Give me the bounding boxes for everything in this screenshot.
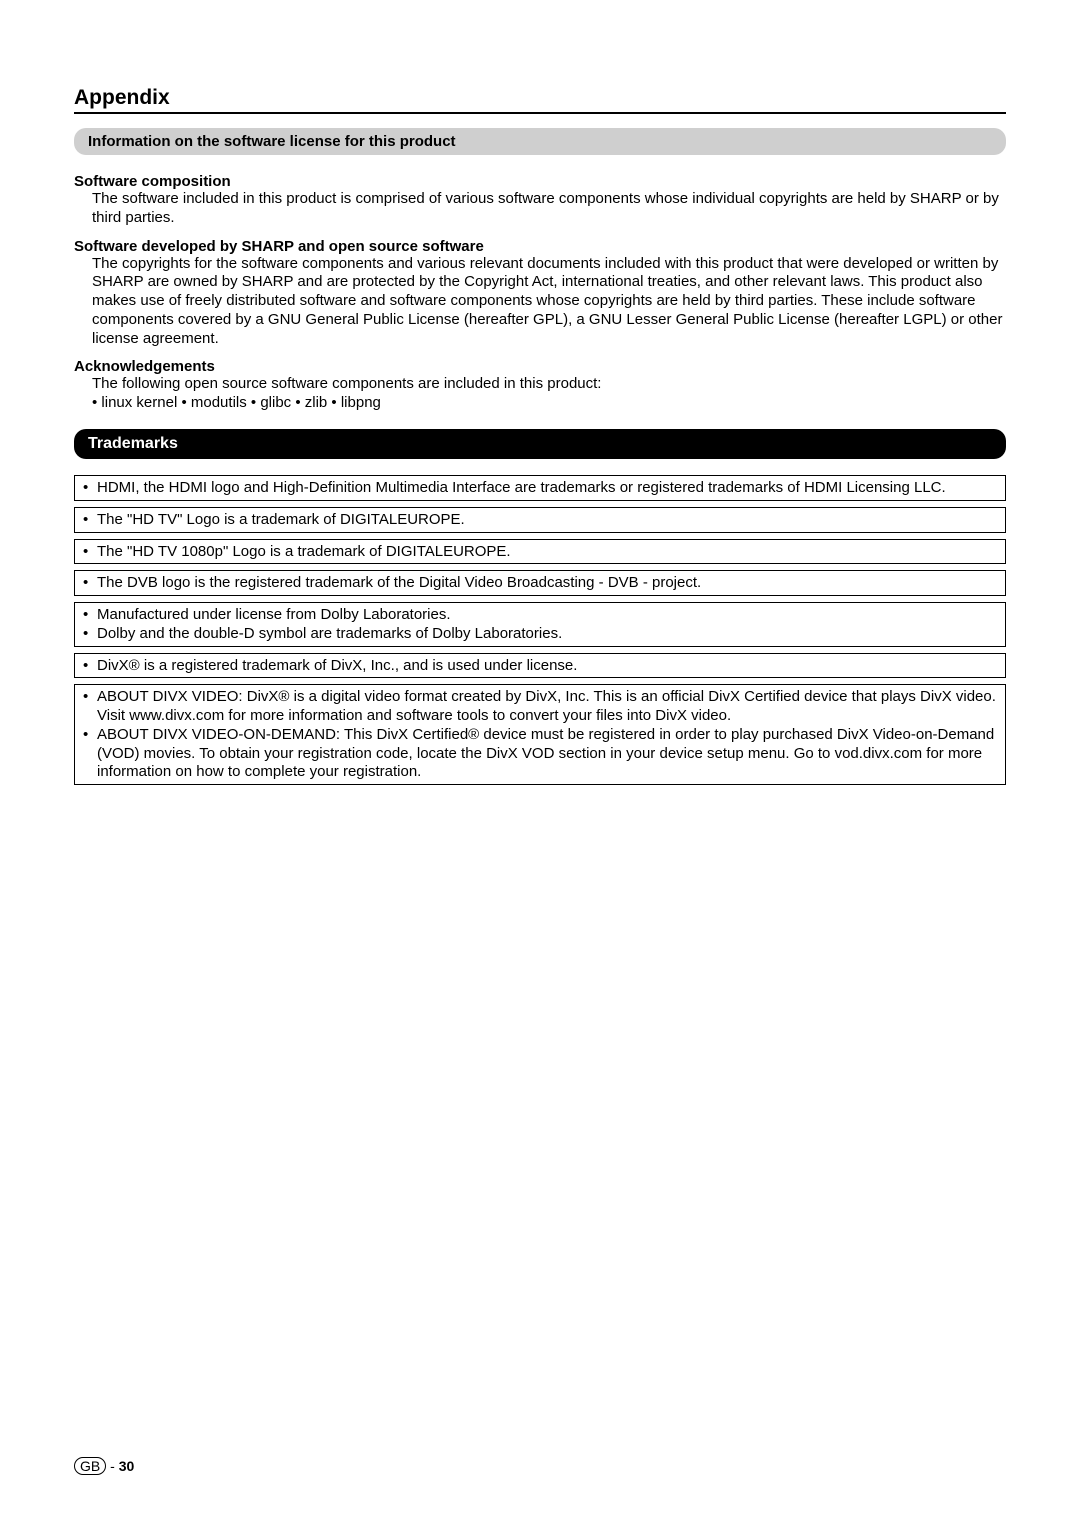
trademark-item: •The "HD TV 1080p" Logo is a trademark o… bbox=[83, 543, 999, 562]
trademark-box: •The "HD TV 1080p" Logo is a trademark o… bbox=[74, 539, 1006, 565]
page-number: 30 bbox=[119, 1458, 135, 1474]
bullet-icon: • bbox=[83, 479, 97, 498]
trademark-item: •ABOUT DIVX VIDEO: DivX® is a digital vi… bbox=[83, 688, 999, 726]
trademark-text: HDMI, the HDMI logo and High-Definition … bbox=[97, 479, 999, 498]
trademark-text: DivX® is a registered trademark of DivX,… bbox=[97, 657, 999, 676]
trademark-text: ABOUT DIVX VIDEO-ON-DEMAND: This DivX Ce… bbox=[97, 726, 999, 782]
section-acknowledgements: Acknowledgements The following open sour… bbox=[74, 358, 1006, 411]
trademark-item: •DivX® is a registered trademark of DivX… bbox=[83, 657, 999, 676]
trademark-item: •The "HD TV" Logo is a trademark of DIGI… bbox=[83, 511, 999, 530]
trademark-item: •The DVB logo is the registered trademar… bbox=[83, 574, 999, 593]
trademark-box: •ABOUT DIVX VIDEO: DivX® is a digital vi… bbox=[74, 684, 1006, 785]
trademark-text: Manufactured under license from Dolby La… bbox=[97, 606, 999, 625]
bullet-icon: • bbox=[83, 606, 97, 625]
acknowledgement-bullets: • linux kernel • modutils • glibc • zlib… bbox=[74, 394, 1006, 411]
info-bar: Information on the software license for … bbox=[74, 128, 1006, 155]
section-body: The software included in this product is… bbox=[74, 190, 1006, 228]
section-heading: Software composition bbox=[74, 173, 1006, 190]
trademark-text: ABOUT DIVX VIDEO: DivX® is a digital vid… bbox=[97, 688, 999, 726]
trademark-text: The "HD TV 1080p" Logo is a trademark of… bbox=[97, 543, 999, 562]
page-footer: GB - 30 bbox=[74, 1458, 134, 1474]
bullet-icon: • bbox=[83, 574, 97, 593]
bullet-icon: • bbox=[83, 688, 97, 707]
trademark-box: •Manufactured under license from Dolby L… bbox=[74, 602, 1006, 647]
trademark-box: •DivX® is a registered trademark of DivX… bbox=[74, 653, 1006, 679]
trademark-box: •The DVB logo is the registered trademar… bbox=[74, 570, 1006, 596]
trademark-text: Dolby and the double-D symbol are tradem… bbox=[97, 625, 999, 644]
bullet-icon: • bbox=[83, 625, 97, 644]
section-software-composition: Software composition The software includ… bbox=[74, 173, 1006, 228]
section-body: The following open source software compo… bbox=[74, 375, 1006, 394]
trademark-text: The DVB logo is the registered trademark… bbox=[97, 574, 999, 593]
trademark-item: •HDMI, the HDMI logo and High-Definition… bbox=[83, 479, 999, 498]
region-code: GB bbox=[74, 1457, 106, 1475]
trademark-box: •The "HD TV" Logo is a trademark of DIGI… bbox=[74, 507, 1006, 533]
trademark-text: The "HD TV" Logo is a trademark of DIGIT… bbox=[97, 511, 999, 530]
bullet-icon: • bbox=[83, 543, 97, 562]
trademark-item: •ABOUT DIVX VIDEO-ON-DEMAND: This DivX C… bbox=[83, 726, 999, 782]
section-body: The copyrights for the software componen… bbox=[74, 255, 1006, 349]
trademark-box: •HDMI, the HDMI logo and High-Definition… bbox=[74, 475, 1006, 501]
footer-sep: - bbox=[106, 1458, 118, 1474]
trademarks-heading: Trademarks bbox=[74, 429, 1006, 459]
bullet-icon: • bbox=[83, 657, 97, 676]
section-sharp-open-source: Software developed by SHARP and open sou… bbox=[74, 238, 1006, 349]
section-heading: Acknowledgements bbox=[74, 358, 1006, 375]
bullet-icon: • bbox=[83, 726, 97, 745]
trademark-item: •Dolby and the double-D symbol are trade… bbox=[83, 625, 999, 644]
bullet-icon: • bbox=[83, 511, 97, 530]
page-title: Appendix bbox=[74, 86, 1006, 114]
trademarks-list: •HDMI, the HDMI logo and High-Definition… bbox=[74, 475, 1006, 785]
section-heading: Software developed by SHARP and open sou… bbox=[74, 238, 1006, 255]
trademark-item: •Manufactured under license from Dolby L… bbox=[83, 606, 999, 625]
